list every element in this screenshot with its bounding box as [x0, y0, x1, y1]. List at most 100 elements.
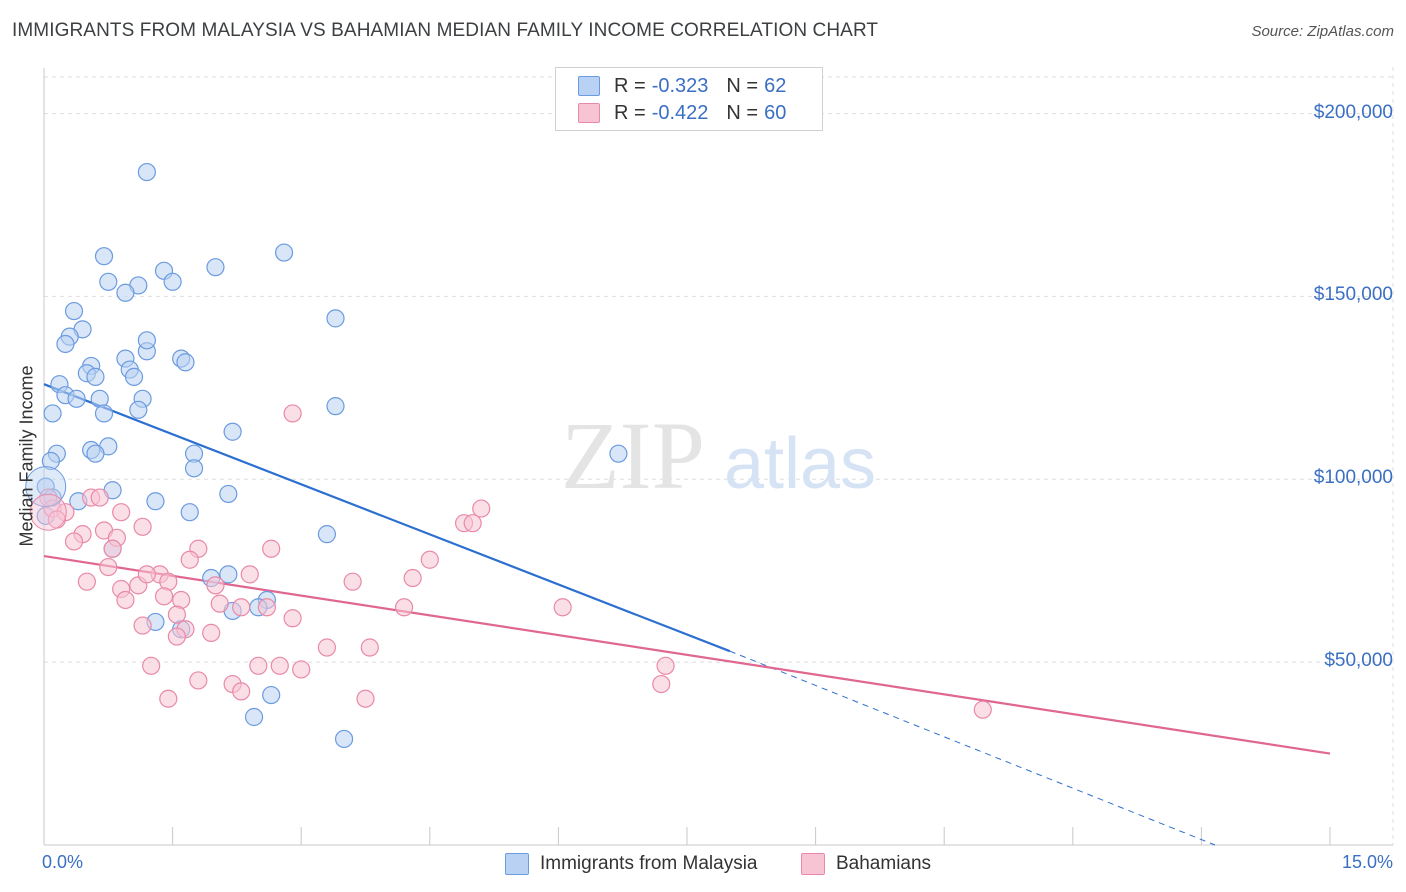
legend-swatch-bahamians	[801, 853, 825, 875]
bahamians-point	[116, 590, 135, 610]
malaysia-point	[99, 272, 118, 291]
bahamians-point	[180, 550, 199, 569]
source-label: Source: ZipAtlas.com	[1251, 23, 1394, 40]
malaysia-point	[219, 565, 238, 584]
bahamians-point	[394, 598, 414, 617]
malaysia-point	[67, 389, 86, 408]
malaysia-point	[56, 334, 75, 354]
legend-r-label: R =	[614, 101, 646, 124]
bottom-legend-bahamians: Bahamians	[801, 851, 931, 877]
bahamians-point	[283, 404, 302, 423]
bahamians-point	[206, 576, 225, 595]
malaysia-point	[274, 243, 294, 262]
malaysia-point	[334, 729, 354, 749]
bahamians-point	[656, 656, 675, 675]
legend-r-value: -0.323	[651, 74, 709, 97]
bahamians-point	[202, 623, 221, 642]
malaysia-point	[223, 422, 242, 441]
legend-n-label: N =	[726, 74, 759, 97]
malaysia-point	[609, 444, 628, 463]
malaysia-point	[64, 301, 84, 321]
malaysia-point	[326, 309, 345, 328]
bahamians-point	[159, 689, 178, 708]
bottom-legend-malaysia: Immigrants from Malaysia	[505, 851, 758, 877]
correlation-legend: R = -0.323 N = 62 R = -0.422 N = 60	[555, 67, 823, 131]
malaysia-trend-extension	[729, 650, 1216, 846]
malaysia-point	[206, 258, 225, 277]
bahamians-point	[99, 557, 118, 577]
bahamians-point	[262, 539, 281, 558]
bahamians-point	[232, 682, 251, 701]
malaysia-point	[129, 400, 148, 419]
bahamians-point	[343, 572, 362, 591]
legend-row-malaysia: R = -0.323 N = 62	[578, 74, 786, 98]
malaysia-point	[146, 492, 165, 511]
bahamians-point	[472, 499, 491, 518]
bahamians-point	[142, 656, 161, 675]
malaysia-point	[86, 444, 105, 463]
y-tick-label: $150,000	[1313, 284, 1393, 306]
bahamians-point	[553, 598, 572, 617]
watermark-atlas: atlas	[724, 424, 876, 504]
malaysia-point	[163, 272, 182, 291]
malaysia-point	[244, 707, 264, 727]
bahamians-point	[90, 488, 109, 507]
malaysia-point	[219, 484, 238, 504]
bahamians-point	[420, 550, 439, 569]
legend-r-label: R =	[614, 74, 646, 97]
x-tick-label-max: 15.0%	[1341, 852, 1393, 872]
malaysia-point	[116, 283, 135, 302]
bahamians-point	[137, 565, 156, 584]
malaysia-point	[326, 397, 345, 416]
bahamians-point	[77, 572, 96, 591]
malaysia-point	[137, 331, 156, 350]
bahamians-point	[463, 514, 482, 533]
bahamians-point	[64, 532, 84, 551]
bahamians-point	[652, 674, 671, 694]
bahamians-point	[133, 517, 152, 536]
malaysia-point	[184, 459, 204, 478]
bahamians-point	[257, 598, 277, 617]
malaysia-point	[180, 503, 199, 522]
chart-title: IMMIGRANTS FROM MALAYSIA VS BAHAMIAN MED…	[12, 20, 879, 41]
bahamians-point	[232, 598, 251, 617]
bahamians-point	[283, 609, 302, 628]
y-axis-label: Median Family Income	[16, 365, 37, 547]
legend-n-value: 62	[764, 74, 787, 97]
legend-r-value: -0.422	[651, 101, 709, 124]
malaysia-point	[317, 525, 337, 544]
legend-label-malaysia: Immigrants from Malaysia	[540, 853, 758, 874]
bahamians-point	[189, 671, 208, 690]
malaysia-point	[43, 404, 62, 423]
malaysia-point	[124, 367, 144, 386]
legend-swatch-bahamians	[578, 103, 600, 123]
legend-row-bahamians: R = -0.422 N = 60	[578, 101, 786, 125]
malaysia-point	[137, 162, 156, 182]
bahamians-point	[167, 605, 186, 624]
legend-swatch-malaysia	[505, 853, 529, 875]
malaysia-point	[176, 353, 195, 372]
legend-label-bahamians: Bahamians	[836, 853, 932, 874]
bahamians-point	[249, 656, 268, 675]
grid-lines	[44, 67, 1395, 845]
malaysia-trend-line	[43, 383, 731, 653]
malaysia-point	[41, 451, 60, 471]
bahamians-point	[133, 616, 152, 635]
malaysia-cluster-point	[25, 466, 67, 508]
bahamians-point	[270, 656, 289, 675]
axes	[43, 68, 1393, 846]
bahamians-trend-line	[43, 554, 1331, 755]
watermark: ZIP atlas	[561, 402, 876, 509]
malaysia-point	[262, 685, 281, 705]
bahamians-point	[167, 627, 186, 646]
watermark-zip: ZIP	[561, 402, 705, 509]
bahamians-point	[403, 568, 422, 588]
y-tick-label: $100,000	[1313, 467, 1393, 489]
bahamians-point	[317, 638, 337, 657]
legend-n-label: N =	[726, 101, 759, 124]
malaysia-point	[94, 404, 114, 423]
legend-swatch-malaysia	[578, 76, 600, 96]
malaysia-point	[86, 367, 105, 386]
y-tick-label: $200,000	[1313, 101, 1393, 123]
